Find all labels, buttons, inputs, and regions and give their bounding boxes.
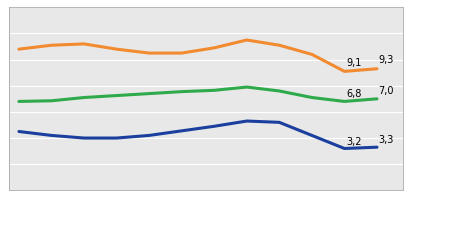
Text: 9,3: 9,3 bbox=[379, 55, 394, 65]
Text: 6,8: 6,8 bbox=[346, 89, 361, 99]
Text: 3,3: 3,3 bbox=[379, 135, 394, 145]
Text: 7,0: 7,0 bbox=[379, 86, 394, 96]
Text: 9,1: 9,1 bbox=[346, 58, 361, 68]
Text: 3,2: 3,2 bbox=[346, 137, 361, 147]
